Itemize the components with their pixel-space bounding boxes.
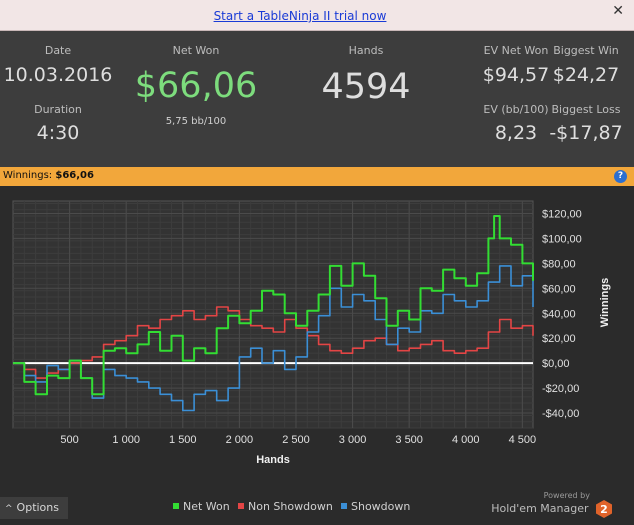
powered-by-text: Powered by — [543, 491, 590, 500]
x-tick-label: 500 — [60, 434, 78, 446]
biggest-loss-value: -$17,87 — [549, 122, 623, 144]
x-tick-label: 3 500 — [395, 434, 423, 446]
winnings-value: $66,06 — [55, 170, 94, 181]
winnings-summary: Winnings: $66,06 — [3, 170, 94, 181]
footer: ^ Options Net Won Non Showdown Showdown Pow… — [0, 491, 634, 525]
trial-link[interactable]: Start a TableNinja II trial now — [213, 9, 387, 23]
brand: Hold'em Manager 2 — [491, 499, 614, 519]
x-tick-label: 4 500 — [509, 434, 537, 446]
legend-item-showdown[interactable]: Showdown — [341, 500, 410, 513]
y-tick-label: $0,00 — [542, 358, 570, 370]
hands-value: 4594 — [321, 67, 411, 107]
y-tick-label: $100,00 — [542, 233, 582, 245]
ev-bb-label: EV (bb/100) — [483, 103, 549, 116]
x-tick-label: 1 500 — [169, 434, 197, 446]
legend-item-non-showdown[interactable]: Non Showdown — [238, 500, 333, 513]
legend-label: Net Won — [183, 500, 230, 513]
x-tick-label: 1 000 — [112, 434, 140, 446]
brand-number: 2 — [600, 503, 608, 516]
chevron-up-icon: ^ — [5, 504, 13, 514]
biggest-win-value: $24,27 — [552, 64, 620, 86]
y-tick-label: $120,00 — [542, 208, 582, 220]
date-value: 10.03.2016 — [3, 64, 113, 86]
y-tick-label: -$20,00 — [542, 383, 579, 395]
net-won-value: $66,06 — [134, 66, 258, 106]
net-won-label: Net Won — [172, 44, 220, 57]
y-tick-label: $40,00 — [542, 308, 576, 320]
help-icon[interactable]: ? — [614, 170, 627, 183]
options-button[interactable]: ^ Options — [0, 497, 68, 519]
y-tick-label: -$40,00 — [542, 408, 579, 420]
winnings-label: Winnings: — [3, 170, 53, 181]
winnings-chart: -$40,00 -$20,00 $0,00 $20,00 $40,00 $60,00 $80… — [12, 200, 611, 466]
duration-label: Duration — [34, 103, 82, 116]
x-tick-label: 2 500 — [282, 434, 310, 446]
legend-item-net-won[interactable]: Net Won — [173, 500, 230, 513]
options-label: Options — [16, 501, 59, 514]
legend-swatch — [173, 503, 179, 509]
net-won-bb: 5,75 bb/100 — [165, 116, 227, 127]
ev-bb-value: 8,23 — [494, 122, 538, 144]
winnings-banner: Winnings: $66,06 ? — [0, 167, 634, 186]
hands-label: Hands — [348, 44, 384, 57]
date-label: Date — [44, 44, 72, 57]
hem2-logo-icon: 2 — [596, 500, 612, 518]
x-tick-label: 3 000 — [339, 434, 367, 446]
ev-net-won-label: EV Net Won — [483, 44, 549, 57]
ev-net-won-value: $94,57 — [482, 64, 550, 86]
x-tick-label: 4 000 — [452, 434, 480, 446]
legend-label: Showdown — [351, 500, 411, 513]
close-icon[interactable]: ✕ — [612, 3, 624, 19]
legend-label: Non Showdown — [248, 500, 333, 513]
duration-value: 4:30 — [36, 122, 80, 144]
brand-name: Hold'em Manager — [491, 502, 589, 515]
y-tick-label: $60,00 — [542, 283, 576, 295]
stats-panel: Date 10.03.2016 Duration 4:30 Net Won $6… — [0, 31, 634, 167]
biggest-loss-label: Biggest Loss — [551, 103, 621, 116]
trial-bar: Start a TableNinja II trial now ✕ — [0, 0, 634, 31]
x-axis-label: Hands — [256, 454, 290, 466]
biggest-win-label: Biggest Win — [553, 44, 619, 57]
x-tick-label: 2 000 — [226, 434, 254, 446]
y-tick-label: $80,00 — [542, 258, 576, 270]
series-line-net-won — [13, 215, 534, 396]
y-tick-label: $20,00 — [542, 333, 576, 345]
winnings-chart-area: -$40,00 -$20,00 $0,00 $20,00 $40,00 $60,00 $80… — [0, 186, 634, 491]
legend-swatch — [238, 503, 244, 509]
legend-swatch — [341, 503, 347, 509]
y-axis-label: Winnings — [599, 278, 611, 327]
